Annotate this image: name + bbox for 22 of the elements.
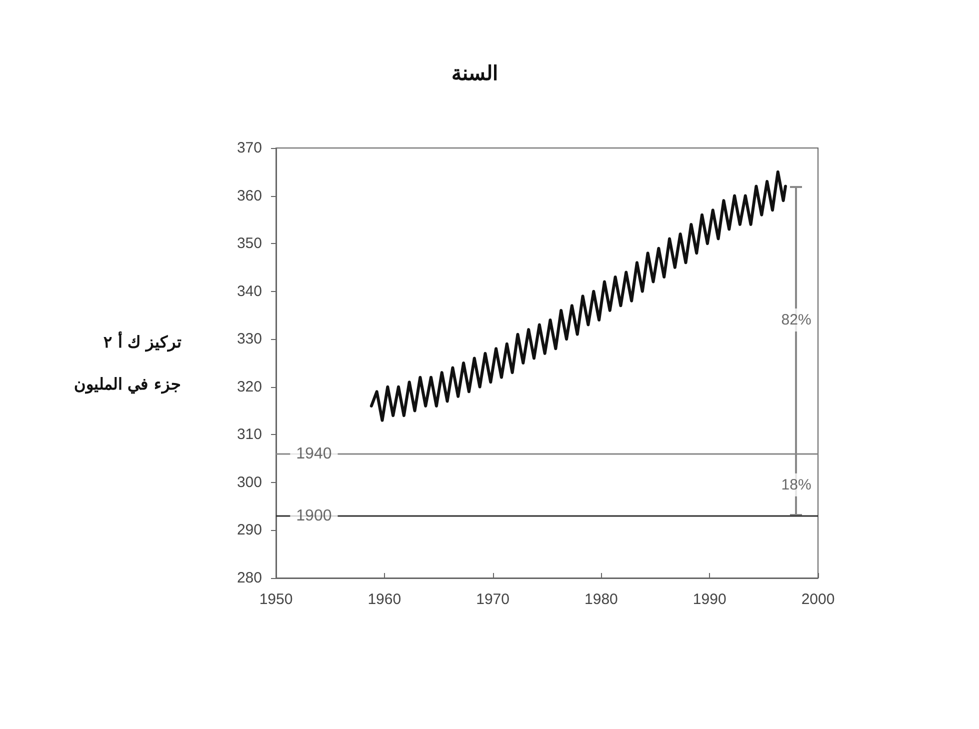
annotation: 82% (781, 312, 812, 328)
annotation: 1940 (296, 445, 332, 462)
y-tick-label: 320 (236, 378, 262, 396)
x-tick-label: 1950 (259, 591, 293, 608)
y-tick-label: 340 (236, 282, 262, 300)
y-tick-label: 360 (236, 187, 262, 204)
x-tick-label: 1970 (476, 591, 510, 608)
y-tick-label: 290 (236, 522, 262, 539)
x-tick-label: 2000 (801, 591, 835, 608)
x-tick-label: 1960 (368, 591, 402, 608)
y-tick-label: 330 (236, 330, 262, 348)
text: تركيز ك أ ٢ جزء في المليون (74, 332, 181, 394)
y-tick-label: 310 (236, 426, 262, 444)
y-tick-label: 370 (236, 140, 262, 156)
y-tick-label: 350 (236, 235, 262, 252)
chart-title: السنة (452, 61, 498, 85)
annotation: 1900 (296, 507, 332, 524)
x-tick-label: 1980 (584, 591, 618, 608)
x-tick-label: 1990 (692, 591, 726, 608)
annotation: 18% (781, 476, 812, 494)
y-tick-label: 280 (236, 570, 262, 586)
y-tick-label: 300 (236, 474, 262, 491)
